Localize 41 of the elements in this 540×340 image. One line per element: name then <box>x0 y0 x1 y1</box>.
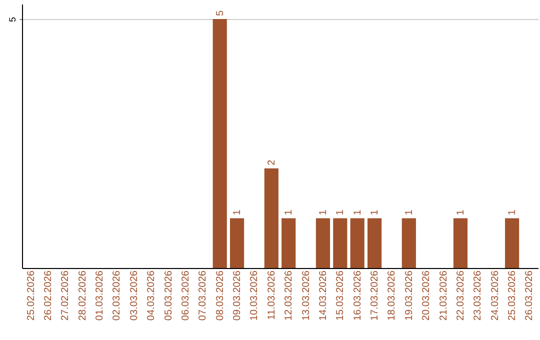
x-tick-label: 18.03.2026 <box>386 270 398 321</box>
x-tick-label: 10.03.2026 <box>249 270 260 321</box>
x-tick-label: 14.03.2026 <box>318 270 329 321</box>
x-tick-label: 13.03.2026 <box>300 270 312 321</box>
data-label: 5 <box>214 10 226 16</box>
data-label: 1 <box>232 209 244 216</box>
x-tick-label: 04.03.2026 <box>146 270 158 321</box>
data-label: 1 <box>284 209 295 216</box>
x-tick-label: 09.03.2026 <box>232 270 244 321</box>
x-tick-label: 19.03.2026 <box>404 270 415 321</box>
x-tick-label: 12.03.2026 <box>284 270 295 321</box>
x-tick-label: 26.02.2026 <box>42 270 54 321</box>
x-tick-label: 20.03.2026 <box>421 270 432 321</box>
data-label: 2 <box>266 159 278 166</box>
x-tick-label: 06.03.2026 <box>180 270 192 321</box>
x-tick-label: 24.03.2026 <box>490 270 501 321</box>
data-label: 1 <box>352 209 364 216</box>
x-tick-label: 28.02.2026 <box>77 270 88 321</box>
x-tick-label: 07.03.2026 <box>198 270 209 321</box>
x-tick-label: 15.03.2026 <box>335 270 346 321</box>
x-tick-label: 01.03.2026 <box>94 270 106 321</box>
data-label: 1 <box>318 209 329 216</box>
x-tick-label: 03.03.2026 <box>128 270 140 321</box>
x-tick-label: 23.03.2026 <box>472 270 484 321</box>
x-tick-label: 17.03.2026 <box>370 270 381 321</box>
data-label: 1 <box>455 209 466 216</box>
x-tick-label: 26.03.2026 <box>524 270 536 321</box>
data-label: 1 <box>335 209 346 216</box>
data-label: 1 <box>404 209 415 216</box>
data-label: 1 <box>507 209 518 216</box>
x-tick-label: 21.03.2026 <box>438 270 450 321</box>
x-tick-label: 25.03.2026 <box>507 270 518 321</box>
x-tick-label: 25.02.2026 <box>26 270 37 321</box>
x-tick-label: 22.03.2026 <box>455 270 466 321</box>
x-tick-label: 08.03.2026 <box>214 270 226 321</box>
x-tick-label: 11.03.2026 <box>266 270 278 320</box>
x-tick-label: 27.02.2026 <box>60 270 72 321</box>
x-tick-label: 02.03.2026 <box>112 270 123 321</box>
data-label: 1 <box>370 209 381 216</box>
x-tick-label: 05.03.2026 <box>163 270 174 321</box>
x-tick-label: 16.03.2026 <box>352 270 364 321</box>
